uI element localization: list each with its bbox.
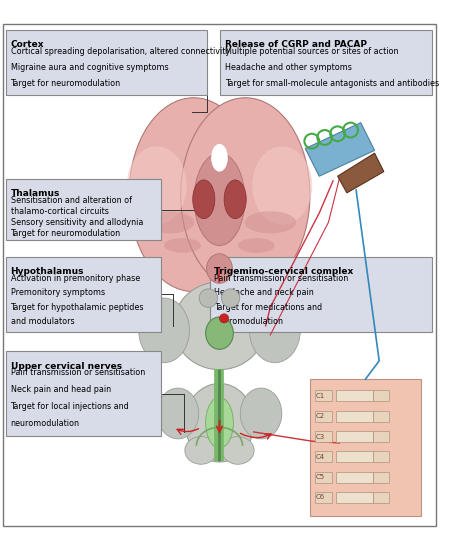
Text: Hypothalamus: Hypothalamus (10, 267, 84, 276)
Ellipse shape (238, 238, 275, 253)
Text: Thalamus: Thalamus (10, 189, 60, 198)
Bar (316, 492, 332, 503)
Bar (336, 411, 373, 422)
Text: Pain transmission or sensitisation: Pain transmission or sensitisation (214, 274, 349, 283)
Bar (310, 379, 421, 516)
Ellipse shape (193, 180, 215, 219)
Text: Upper cervical nerves: Upper cervical nerves (10, 362, 122, 371)
Bar (6, 257, 161, 332)
Text: Target for small-molecule antagonists and antibodies: Target for small-molecule antagonists an… (225, 79, 439, 88)
Bar (316, 431, 332, 442)
Text: thalamo-cortical circuits: thalamo-cortical circuits (10, 207, 109, 216)
Text: Neck pain and head pain: Neck pain and head pain (10, 386, 111, 394)
Text: Premonitory symptoms: Premonitory symptoms (10, 288, 105, 298)
Text: Target for local injections and: Target for local injections and (10, 403, 129, 411)
Text: Target for medications and: Target for medications and (214, 303, 323, 312)
Text: C3: C3 (316, 433, 325, 439)
Ellipse shape (173, 282, 265, 370)
Ellipse shape (127, 146, 187, 225)
Text: Pain transmission or sensitisation: Pain transmission or sensitisation (10, 368, 145, 377)
Text: Sensory sensitivity and allodynia: Sensory sensitivity and allodynia (10, 218, 143, 227)
Ellipse shape (157, 388, 199, 439)
Ellipse shape (129, 98, 258, 292)
Ellipse shape (240, 388, 282, 439)
Bar (373, 492, 389, 503)
Text: C1: C1 (316, 393, 325, 399)
Circle shape (199, 289, 218, 307)
Bar (373, 431, 389, 442)
Ellipse shape (252, 146, 312, 225)
Text: Cortical spreading depolarisation, altered connectivity: Cortical spreading depolarisation, alter… (10, 47, 230, 56)
Ellipse shape (222, 437, 254, 464)
Ellipse shape (245, 211, 296, 233)
Text: Target for hypothalamic peptides: Target for hypothalamic peptides (10, 303, 144, 312)
Text: Cortex: Cortex (10, 40, 44, 50)
Ellipse shape (211, 144, 228, 172)
Text: C2: C2 (316, 413, 325, 419)
Ellipse shape (249, 298, 300, 362)
Polygon shape (305, 123, 374, 176)
Bar (373, 411, 389, 422)
Text: neuromodulation: neuromodulation (214, 317, 283, 326)
Ellipse shape (185, 383, 254, 462)
Text: Headache and other symptoms: Headache and other symptoms (225, 63, 352, 72)
Text: Activation in premonitory phase: Activation in premonitory phase (10, 274, 140, 283)
Ellipse shape (206, 397, 233, 448)
Text: Target for neuromodulation: Target for neuromodulation (10, 229, 121, 238)
Text: Sensitisation and alteration of: Sensitisation and alteration of (10, 196, 132, 205)
Bar (336, 431, 373, 442)
Circle shape (219, 314, 229, 323)
Ellipse shape (164, 238, 201, 253)
Bar (373, 452, 389, 463)
Ellipse shape (194, 153, 245, 245)
Text: Migraine aura and cognitive symptoms: Migraine aura and cognitive symptoms (10, 63, 168, 72)
Bar (373, 472, 389, 483)
Bar (210, 257, 432, 332)
Polygon shape (337, 153, 384, 193)
Bar (220, 30, 432, 95)
Ellipse shape (206, 317, 233, 349)
Text: Multiple potential sources or sites of action: Multiple potential sources or sites of a… (225, 47, 399, 56)
Text: Target for neuromodulation: Target for neuromodulation (10, 79, 121, 88)
Ellipse shape (207, 254, 232, 283)
Ellipse shape (143, 211, 194, 233)
Text: C6: C6 (316, 494, 325, 500)
Text: C5: C5 (316, 474, 325, 480)
Ellipse shape (224, 180, 246, 219)
Bar (373, 390, 389, 402)
Ellipse shape (139, 298, 190, 362)
Text: and modulators: and modulators (10, 317, 74, 326)
Bar (336, 472, 373, 483)
Bar (316, 390, 332, 402)
Text: C4: C4 (316, 454, 325, 460)
Circle shape (221, 289, 240, 307)
Bar (336, 452, 373, 463)
Ellipse shape (181, 98, 310, 292)
Text: Release of CGRP and PACAP: Release of CGRP and PACAP (225, 40, 367, 50)
Ellipse shape (185, 437, 217, 464)
Text: Headache and neck pain: Headache and neck pain (214, 288, 314, 298)
Text: Trigemino-cervical complex: Trigemino-cervical complex (214, 267, 354, 276)
Bar (6, 179, 161, 240)
Bar (316, 472, 332, 483)
Bar (336, 492, 373, 503)
Bar (6, 351, 161, 437)
Bar (336, 390, 373, 402)
Bar (316, 411, 332, 422)
Bar (316, 452, 332, 463)
Bar (6, 30, 207, 95)
Text: neuromodulation: neuromodulation (10, 420, 80, 428)
